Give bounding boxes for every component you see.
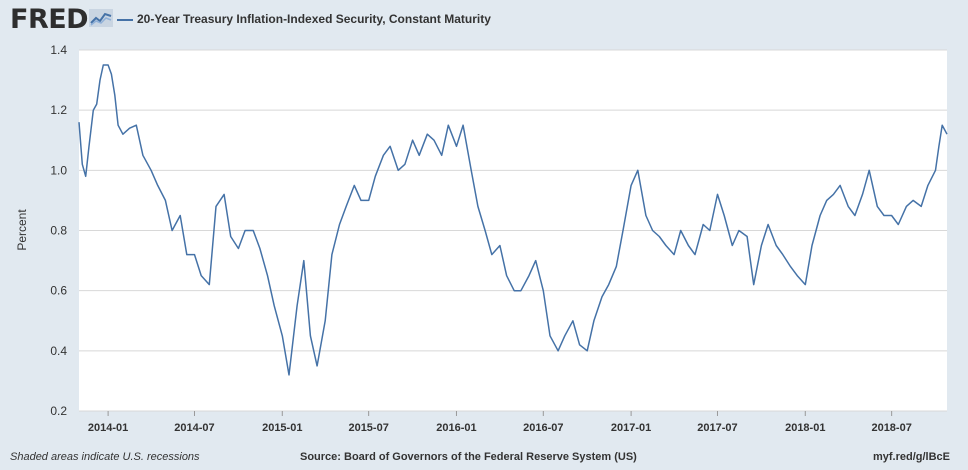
y-tick-label: 1.2	[50, 103, 67, 117]
logo-graph-icon	[89, 9, 113, 27]
chart-footer: Shaded areas indicate U.S. recessions So…	[0, 451, 968, 467]
chart-header: FRED 20-Year Treasury Inflation-Indexed …	[0, 0, 968, 40]
source-note: Source: Board of Governors of the Federa…	[300, 451, 637, 463]
legend[interactable]: 20-Year Treasury Inflation-Indexed Secur…	[117, 12, 491, 26]
y-tick-label: 0.4	[50, 344, 67, 358]
series-line[interactable]	[78, 64, 948, 376]
x-tick-label: 2017-07	[697, 422, 737, 434]
recession-note: Shaded areas indicate U.S. recessions	[10, 451, 200, 463]
x-tick-label: 2016-01	[436, 422, 476, 434]
y-tick-label: 1.4	[50, 43, 67, 57]
legend-line-swatch	[117, 18, 133, 21]
x-tick-label: 2018-07	[871, 422, 911, 434]
x-tick-label: 2018-01	[785, 422, 825, 434]
x-tick-label: 2015-01	[262, 422, 302, 434]
x-axis-ticks: 2014-01 2014-07 2015-01 2015-07 2016-01 2016-…	[88, 411, 912, 434]
x-tick-label: 2015-07	[348, 422, 388, 434]
x-tick-label: 2014-01	[88, 422, 128, 434]
fred-logo[interactable]: FRED	[10, 4, 89, 35]
x-tick-label: 2016-07	[523, 422, 563, 434]
x-tick-label: 2014-07	[174, 422, 214, 434]
y-axis-ticks: 0.2 0.4 0.6 0.8 1.0 1.2 1.4	[50, 43, 67, 418]
y-tick-label: 0.8	[50, 224, 67, 238]
y-tick-label: 0.6	[50, 284, 67, 298]
short-url-link[interactable]: myf.red/g/lBcE	[872, 451, 950, 463]
chart: 0.2 0.4 0.6 0.8 1.0 1.2 1.4 2014-01 2014-07 2015…	[15, 43, 948, 434]
gridlines	[79, 49, 947, 412]
y-tick-label: 1.0	[50, 163, 67, 177]
x-tick-label: 2017-01	[611, 422, 651, 434]
legend-label: 20-Year Treasury Inflation-Indexed Secur…	[137, 12, 491, 26]
y-tick-label: 0.2	[50, 404, 67, 418]
y-axis-label: Percent	[15, 209, 29, 251]
